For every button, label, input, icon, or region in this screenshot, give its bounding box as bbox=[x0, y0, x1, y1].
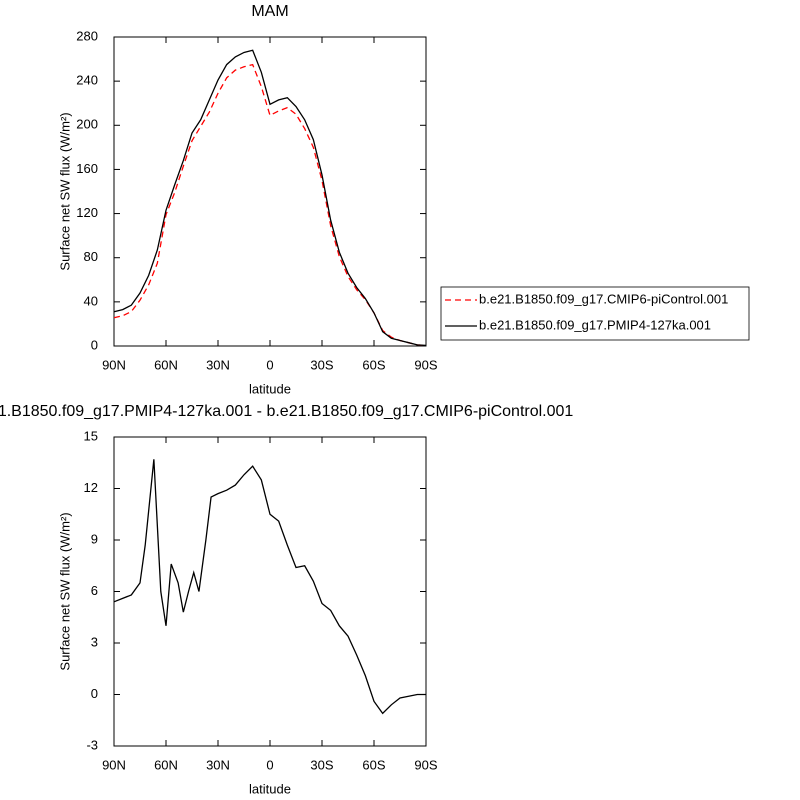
x-tick-label: 60N bbox=[154, 357, 178, 372]
y-tick-label: 15 bbox=[84, 428, 98, 443]
x-tick-label: 90S bbox=[414, 757, 437, 772]
x-tick-label: 30S bbox=[310, 757, 333, 772]
y-tick-label: 80 bbox=[84, 249, 98, 264]
legend-box bbox=[440, 286, 750, 341]
x-tick-label: 90N bbox=[102, 357, 126, 372]
y-tick-label: 120 bbox=[76, 205, 98, 220]
x-tick-label: 60N bbox=[154, 757, 178, 772]
y-tick-label: 0 bbox=[91, 686, 98, 701]
y-tick-label: 0 bbox=[91, 337, 98, 352]
x-tick-label: 30N bbox=[206, 357, 230, 372]
x-axis-label: latitude bbox=[249, 381, 291, 396]
y-tick-label: 12 bbox=[84, 480, 98, 495]
y-tick-label: -3 bbox=[86, 737, 98, 752]
x-axis-label: latitude bbox=[249, 781, 291, 796]
chart-title: MAM bbox=[251, 3, 288, 20]
y-tick-label: 200 bbox=[76, 117, 98, 132]
y-tick-label: 40 bbox=[84, 293, 98, 308]
y-axis-label: Surface net SW flux (W/m²) bbox=[57, 112, 72, 270]
plot-frame bbox=[113, 436, 427, 747]
y-tick-label: 6 bbox=[91, 583, 98, 598]
data-line bbox=[113, 459, 426, 715]
y-tick-label: 9 bbox=[91, 531, 98, 546]
x-tick-label: 60S bbox=[362, 757, 385, 772]
x-tick-label: 90N bbox=[102, 757, 126, 772]
y-tick-label: 3 bbox=[91, 634, 98, 649]
legend-label: b.e21.B1850.f09_g17.CMIP6-piControl.001 bbox=[479, 291, 728, 306]
x-tick-label: 30N bbox=[206, 757, 230, 772]
y-tick-label: 160 bbox=[76, 161, 98, 176]
y-tick-label: 240 bbox=[76, 73, 98, 88]
legend-label: b.e21.B1850.f09_g17.PMIP4-127ka.001 bbox=[479, 317, 711, 332]
y-tick-label: 280 bbox=[76, 28, 98, 43]
x-tick-label: 0 bbox=[266, 757, 273, 772]
x-tick-label: 30S bbox=[310, 357, 333, 372]
data-line bbox=[113, 49, 427, 347]
data-line bbox=[113, 63, 427, 347]
chart-title: b.e21.B1850.f09_g17.PMIP4-127ka.001 - b.… bbox=[0, 403, 573, 420]
y-axis-label: Surface net SW flux (W/m²) bbox=[57, 512, 72, 670]
x-tick-label: 0 bbox=[266, 357, 273, 372]
plot-frame bbox=[113, 36, 427, 347]
x-tick-label: 90S bbox=[414, 357, 437, 372]
x-tick-label: 60S bbox=[362, 357, 385, 372]
